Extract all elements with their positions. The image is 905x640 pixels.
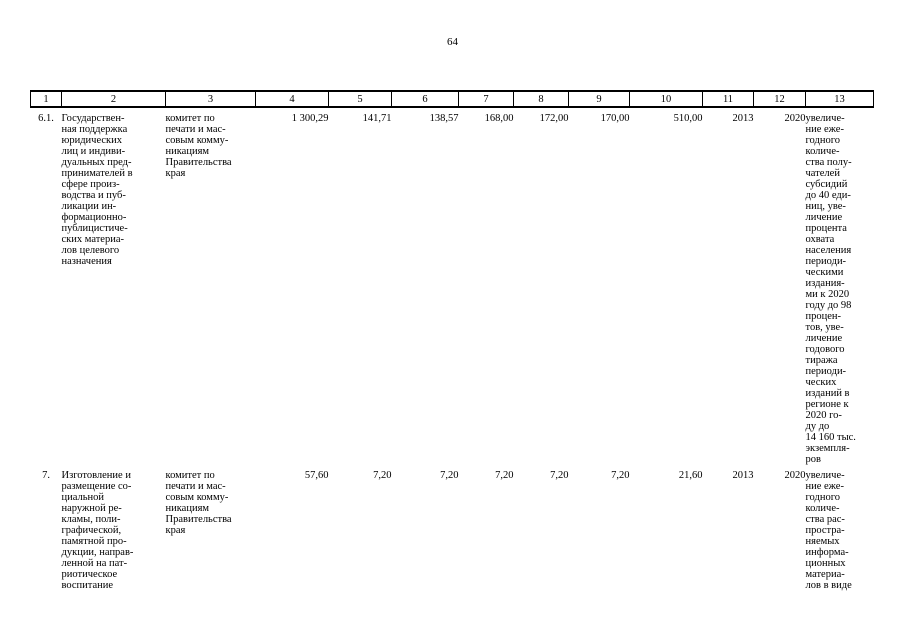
header-cell-6: 6 <box>391 90 459 108</box>
cell-amount-col6: 138,57 <box>429 113 459 124</box>
header-cell-10: 10 <box>629 90 703 108</box>
table-row-6-1: 6.1. Государствен- ная поддержка юридиче… <box>31 107 874 465</box>
program-measures-table: 1 2 3 4 5 6 7 8 9 10 11 12 13 6.1. Госуд… <box>30 90 874 591</box>
cell-executor: комитет по печати и мас- совым комму- ни… <box>165 113 232 179</box>
cell-amount-col5: 141,71 <box>362 113 392 124</box>
cell-amount-col8: 172,00 <box>539 113 569 124</box>
cell-measure-name: Изготовление и размещение со- циальной н… <box>61 470 134 591</box>
header-cell-5: 5 <box>328 90 392 108</box>
header-cell-13: 13 <box>805 90 874 108</box>
cell-amount-col7: 7,20 <box>495 470 514 481</box>
cell-amount-col7: 168,00 <box>484 113 514 124</box>
header-cell-7: 7 <box>458 90 514 108</box>
cell-amount-col5: 7,20 <box>373 470 392 481</box>
header-cell-3: 3 <box>165 90 256 108</box>
header-cell-9: 9 <box>568 90 630 108</box>
cell-amount-col10: 510,00 <box>673 113 703 124</box>
header-cell-2: 2 <box>61 90 166 108</box>
cell-expected-result: увеличе- ние еже- годного количе- ства п… <box>805 113 856 465</box>
cell-amount-total: 57,60 <box>304 470 329 481</box>
page-number: 64 <box>447 36 458 48</box>
cell-year-end: 2020 <box>784 113 806 124</box>
cell-amount-col8: 7,20 <box>550 470 569 481</box>
cell-year-start: 2013 <box>732 470 754 481</box>
header-cell-4: 4 <box>255 90 329 108</box>
cell-year-end: 2020 <box>784 470 806 481</box>
cell-item-number: 6.1. <box>38 113 54 124</box>
cell-amount-col10: 21,60 <box>678 470 703 481</box>
header-cell-11: 11 <box>702 90 754 108</box>
table-header-row: 1 2 3 4 5 6 7 8 9 10 11 12 13 <box>30 90 874 108</box>
header-cell-1: 1 <box>30 90 62 108</box>
header-cell-12: 12 <box>753 90 806 108</box>
cell-amount-col9: 7,20 <box>611 470 630 481</box>
cell-expected-result: увеличе- ние еже- годного количе- ства р… <box>805 470 852 591</box>
cell-measure-name: Государствен- ная поддержка юридических … <box>61 113 133 267</box>
cell-item-number: 7. <box>42 470 50 481</box>
cell-amount-col9: 170,00 <box>600 113 630 124</box>
cell-amount-total: 1 300,29 <box>291 113 329 124</box>
cell-amount-col6: 7,20 <box>440 470 459 481</box>
table-row-7: 7. Изготовление и размещение со- циально… <box>31 465 874 591</box>
cell-year-start: 2013 <box>732 113 754 124</box>
header-cell-8: 8 <box>513 90 569 108</box>
cell-executor: комитет по печати и мас- совым комму- ни… <box>165 470 232 536</box>
